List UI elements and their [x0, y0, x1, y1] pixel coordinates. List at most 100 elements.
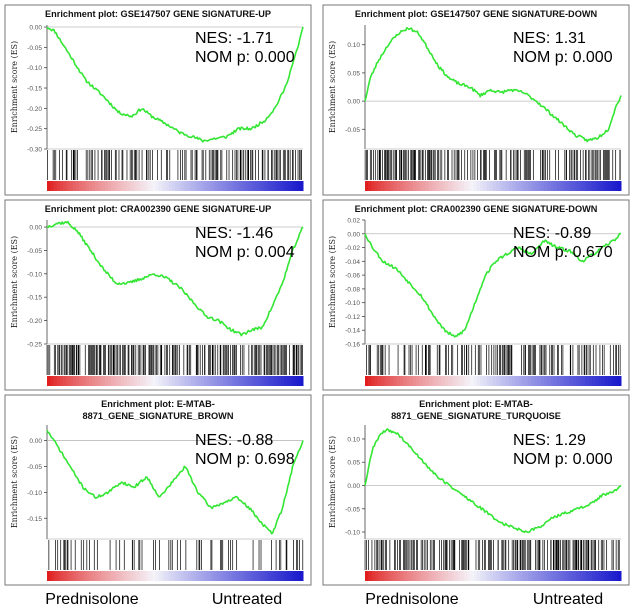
heatmap-cell	[525, 571, 529, 581]
y-axis-label: Enrichment score (ES)	[328, 236, 337, 328]
y-tick-label: -0.25	[27, 126, 42, 133]
heatmap-cell	[483, 571, 488, 581]
y-tick-label: -0.25	[27, 342, 42, 349]
heatmap-cell	[258, 571, 262, 581]
y-tick-label: -0.05	[27, 248, 42, 255]
y-tick-label: -0.14	[345, 328, 360, 335]
heatmap-cell	[541, 376, 545, 386]
heatmap-cell	[296, 376, 301, 386]
heatmap-cell	[390, 571, 395, 581]
heatmap-cell	[483, 376, 488, 386]
heatmap-cell	[255, 181, 259, 191]
heatmap-cell	[432, 571, 436, 581]
heatmap-cell	[213, 571, 218, 581]
heatmap-cell	[239, 571, 243, 581]
heatmap-cell	[557, 376, 561, 386]
heatmap-cell	[611, 181, 616, 191]
heatmap-cell	[235, 181, 240, 191]
heatmap-cell	[390, 181, 395, 191]
panel-title-line: Enrichment plot: E-MTAB-	[101, 399, 215, 409]
heatmap-cell	[232, 571, 237, 581]
heatmap-cell	[63, 376, 67, 386]
y-tick-label: -0.06	[345, 273, 360, 280]
heatmap-cell	[509, 571, 513, 581]
heatmap-cell	[473, 376, 478, 386]
heatmap-cell	[290, 376, 294, 386]
heatmap-cell	[441, 376, 446, 386]
heatmap-cell	[470, 571, 475, 581]
heatmap-cell	[235, 376, 240, 386]
heatmap-cell	[75, 571, 80, 581]
heatmap-cell	[477, 571, 481, 581]
heatmap-cell	[162, 571, 166, 581]
heatmap-cell	[287, 181, 291, 191]
heatmap-cell	[598, 376, 603, 386]
heatmap-cell	[162, 181, 166, 191]
group-label: Prednisolone	[365, 591, 459, 608]
heatmap-cell	[104, 571, 109, 581]
y-tick-label: 0.00	[347, 231, 360, 238]
heatmap-cell	[374, 376, 379, 386]
heatmap-cell	[614, 571, 619, 581]
heatmap-cell	[171, 571, 176, 581]
heatmap-cell	[614, 376, 619, 386]
p-value-annotation: NOM p: 0.000	[513, 49, 613, 66]
heatmap-cell	[454, 181, 459, 191]
heatmap-cell	[448, 376, 452, 386]
heatmap-cell	[69, 181, 74, 191]
heatmap-cell	[589, 571, 593, 581]
heatmap-cell	[576, 571, 580, 581]
heatmap-cell	[216, 571, 221, 581]
heatmap-cell	[123, 181, 128, 191]
heatmap-cell	[557, 181, 561, 191]
y-tick-label: -0.20	[27, 106, 42, 113]
heatmap-cell	[85, 571, 90, 581]
heatmap-cell	[280, 181, 285, 191]
heatmap-cell	[432, 376, 436, 386]
heatmap-cell	[255, 571, 259, 581]
heatmap-cell	[69, 376, 74, 386]
heatmap-cell	[152, 571, 157, 581]
heatmap-cell	[486, 181, 491, 191]
heatmap-cell	[197, 181, 202, 191]
nes-annotation: NES: -0.89	[513, 225, 591, 242]
heatmap-cell	[114, 571, 118, 581]
heatmap-cell	[283, 376, 288, 386]
heatmap-cell	[146, 181, 150, 191]
y-axis-label: Enrichment score (ES)	[328, 41, 337, 133]
heatmap-cell	[168, 181, 173, 191]
heatmap-cell	[365, 571, 369, 581]
heatmap-cell	[499, 571, 504, 581]
heatmap-cell	[509, 181, 513, 191]
heatmap-cell	[88, 376, 93, 386]
y-tick-label: -0.05	[345, 506, 360, 513]
heatmap-cell	[512, 181, 516, 191]
enrichment-score-curve	[46, 429, 304, 535]
heatmap-cell	[245, 181, 250, 191]
heatmap-cell	[419, 571, 424, 581]
heatmap-cell	[181, 376, 186, 386]
heatmap-cell	[595, 571, 600, 581]
heatmap-cell	[232, 181, 237, 191]
heatmap-cell	[56, 571, 61, 581]
heatmap-cell	[277, 571, 282, 581]
heatmap-cell	[143, 571, 147, 581]
heatmap-cell	[438, 181, 443, 191]
enrichment-score-curve	[46, 26, 304, 143]
heatmap-cell	[461, 571, 465, 581]
heatmap-cell	[457, 376, 462, 386]
heatmap-cell	[470, 181, 475, 191]
y-tick-label: -0.02	[345, 245, 360, 252]
heatmap-cell	[171, 376, 176, 386]
heatmap-cell	[377, 376, 382, 386]
ranked-list-heatmap	[365, 571, 622, 581]
p-value-annotation: NOM p: 0.004	[195, 244, 295, 261]
heatmap-cell	[365, 181, 369, 191]
heatmap-cell	[120, 181, 125, 191]
heatmap-cell	[293, 571, 298, 581]
heatmap-cell	[387, 571, 392, 581]
heatmap-cell	[66, 376, 70, 386]
heatmap-cell	[274, 571, 278, 581]
heatmap-cell	[422, 181, 427, 191]
heatmap-cell	[101, 181, 106, 191]
